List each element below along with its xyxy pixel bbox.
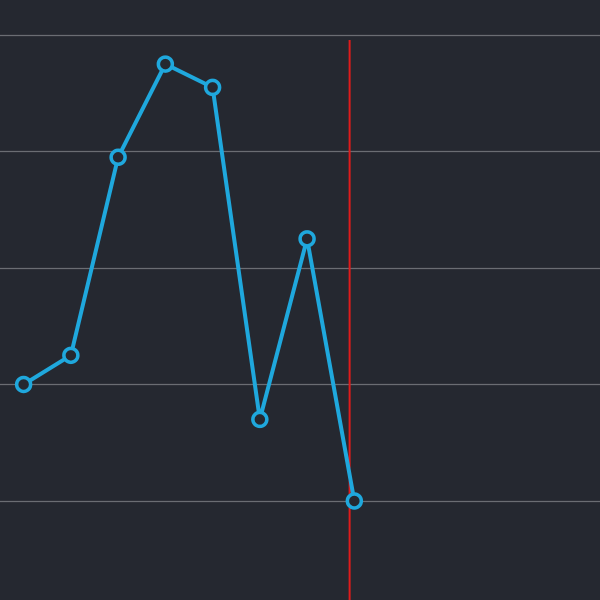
series-layer	[14, 55, 364, 510]
data-point-0-4	[203, 78, 222, 97]
data-point-0-3	[156, 55, 175, 73]
series-line-0	[21, 62, 357, 503]
data-point-0-1	[62, 346, 80, 365]
data-point-0-6	[298, 230, 316, 248]
data-point-0-5	[251, 410, 269, 429]
data-point-0-0	[14, 375, 33, 394]
data-point-0-7	[345, 492, 364, 510]
data-point-0-2	[109, 148, 127, 167]
